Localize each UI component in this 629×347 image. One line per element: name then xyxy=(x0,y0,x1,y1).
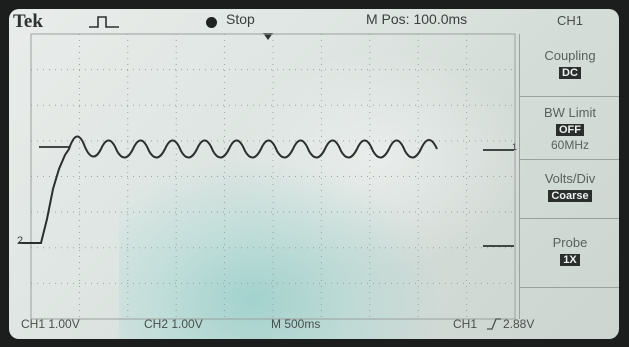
trigger-level-readout: 2.88V xyxy=(503,317,535,331)
acquisition-status-icon xyxy=(206,17,217,28)
menu-probe[interactable]: Probe 1X xyxy=(520,219,619,288)
coupling-label: Coupling xyxy=(544,48,596,63)
rising-edge-icon xyxy=(487,318,501,330)
oscilloscope-screen: Tek Stop M Pos: 100.0ms CH1 2 1 Coupling… xyxy=(9,9,619,339)
menu-coupling[interactable]: Coupling DC xyxy=(520,34,619,97)
menu-volts-div[interactable]: Volts/Div Coarse xyxy=(520,160,619,219)
ch1-waveform-trace xyxy=(19,135,438,244)
bw-limit-frequency: 60MHz xyxy=(550,138,589,152)
volts-div-label: Volts/Div xyxy=(544,171,596,186)
horizontal-position-readout: M Pos: 100.0ms xyxy=(366,11,468,27)
coupling-value: DC xyxy=(559,67,581,79)
volts-div-value: Coarse xyxy=(548,190,592,202)
bw-limit-value: OFF xyxy=(556,124,584,136)
ch1-ref-marker: 1 xyxy=(512,142,518,152)
trigger-edge-icon xyxy=(89,16,119,28)
ch2-scale-readout: CH2 1.00V xyxy=(144,317,203,331)
menu-channel-title: CH1 xyxy=(557,13,584,28)
trigger-position-marker xyxy=(263,33,273,40)
graticule-grid xyxy=(30,33,516,320)
timebase-readout: M 500ms xyxy=(271,317,321,331)
waveform-display xyxy=(19,33,516,320)
menu-bw-limit[interactable]: BW Limit OFF 60MHz xyxy=(520,97,619,160)
side-menu: Coupling DC BW Limit OFF 60MHz Volts/Div… xyxy=(519,34,619,319)
ch1-scale-readout: CH1 1.00V xyxy=(21,317,80,331)
probe-value: 1X xyxy=(560,254,580,266)
trigger-source-readout: CH1 xyxy=(453,317,478,331)
brand-logo: Tek xyxy=(13,11,43,32)
acquisition-status: Stop xyxy=(226,11,255,27)
probe-label: Probe xyxy=(552,235,588,250)
ch2-ground-marker: 2 xyxy=(17,235,24,247)
bw-limit-label: BW Limit xyxy=(544,105,596,120)
